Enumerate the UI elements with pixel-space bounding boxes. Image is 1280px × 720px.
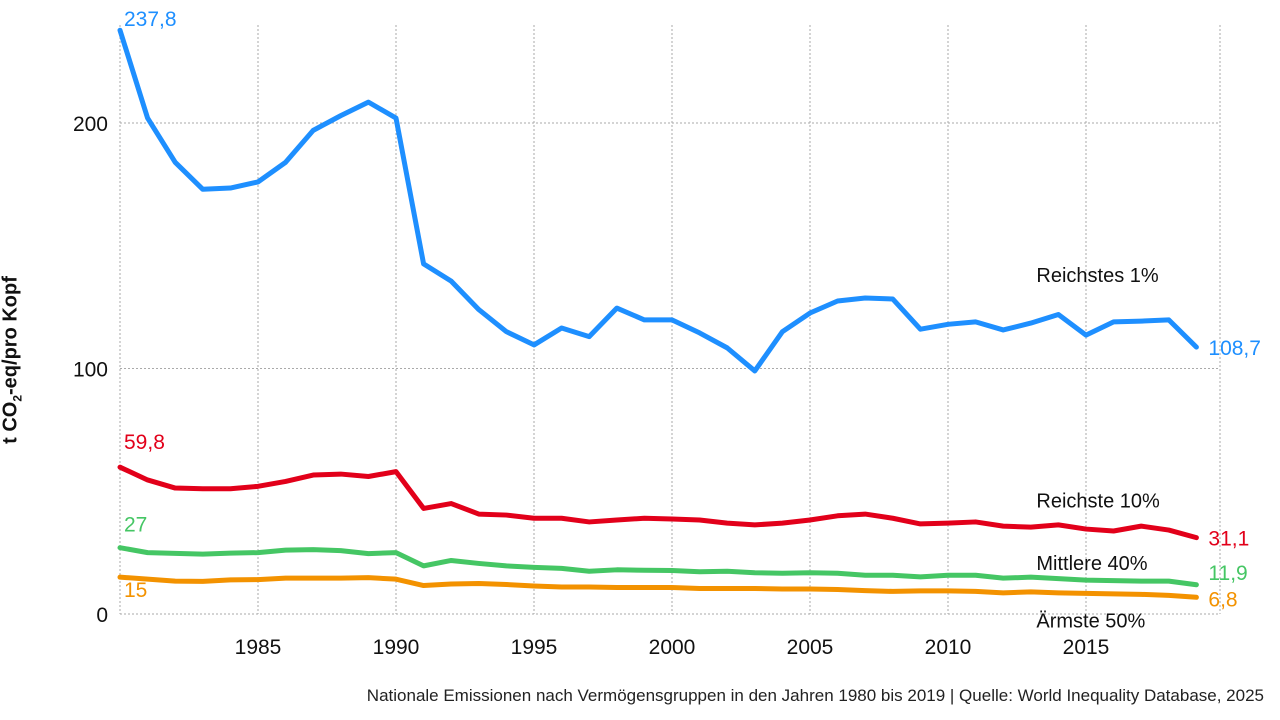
series-name-label: Reichstes 1% (1036, 265, 1158, 287)
end-value-label: 11,9 (1208, 562, 1247, 585)
series-name-label: Ärmste 50% (1036, 610, 1145, 632)
series-line (117, 574, 1199, 600)
series-name-label: Reichste 10% (1036, 491, 1160, 513)
start-value-label: 237,8 (124, 8, 177, 31)
start-value-label: 27 (124, 514, 147, 537)
x-tick-label: 2005 (787, 636, 834, 659)
x-tick-label: 2000 (649, 636, 696, 659)
end-value-label: 6,8 (1208, 588, 1237, 611)
end-value-label: 31,1 (1208, 528, 1249, 551)
series-line (117, 545, 1199, 588)
x-tick-label: 1995 (511, 636, 558, 659)
start-value-label: 15 (124, 579, 147, 602)
y-label-part: -eq/pro Kopf (0, 276, 22, 395)
chart-caption: Nationale Emissionen nach Vermögensgrupp… (366, 686, 1264, 705)
series-name-label: Mittlere 40% (1036, 553, 1147, 575)
y-label-part: t CO (0, 401, 22, 444)
y-tick-label: 0 (96, 604, 108, 627)
x-tick-label: 2010 (925, 636, 972, 659)
series-line (117, 464, 1199, 541)
x-tick-label: 2015 (1063, 636, 1110, 659)
end-value-label: 108,7 (1208, 337, 1261, 360)
start-value-label: 59,8 (124, 431, 165, 454)
x-tick-label: 1985 (235, 636, 282, 659)
y-tick-label: 100 (73, 359, 108, 382)
y-tick-label: 200 (73, 113, 108, 136)
y-label-subscript: 2 (10, 394, 25, 402)
x-tick-label: 1990 (373, 636, 420, 659)
series-line (117, 27, 1199, 374)
